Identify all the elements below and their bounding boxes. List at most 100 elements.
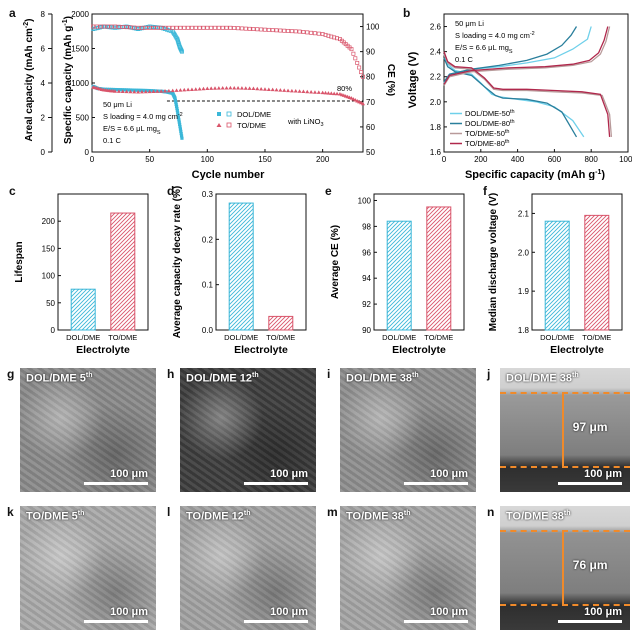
scale-bar (84, 482, 148, 485)
a-point-capacity-to (159, 89, 164, 93)
a-point-ce-to (301, 30, 306, 34)
a-point-ce-to (128, 25, 133, 30)
a-point-capacity-dol (138, 88, 142, 92)
a-point-capacity-dol (176, 113, 180, 117)
a-point-ce-to (359, 70, 364, 75)
sem-label-text: DOL/DME 38 (506, 372, 573, 385)
a-point-capacity-to (305, 89, 310, 94)
bar-ytick-label: 200 (42, 217, 56, 226)
b-xtick-label: 400 (511, 155, 525, 164)
panel-letter-c: c (9, 184, 16, 198)
b-conditions: 50 μm Li S loading = 4.0 mg cm-2 E/S = 6… (455, 19, 535, 64)
bar-plot-frame (373, 193, 465, 331)
sem-label: DOL/DME 38th (346, 372, 419, 385)
b-ytick-label: 2.0 (430, 98, 442, 107)
a-point-ce-to (228, 25, 233, 30)
a-point-ce-to (289, 29, 294, 34)
sem-label: TO/DME 12th (186, 510, 250, 523)
a-point-ce-to (178, 25, 183, 30)
a-ytick-specific-label: 500 (76, 114, 90, 123)
a-point-capacity-to (216, 86, 221, 90)
panel-letter-k: k (7, 505, 14, 519)
a-point-ce-to (349, 47, 354, 52)
a-point-ce-to (197, 25, 202, 30)
bar-ytick-label: 50 (46, 299, 55, 308)
a-point-ce-to (182, 25, 187, 30)
a-point-capacity-to (361, 101, 365, 106)
b-ytick-label: 2.6 (430, 23, 442, 32)
bar-ylabel: Lifespan (14, 241, 25, 282)
sem-label-sup: th (412, 372, 419, 379)
a-point-capacity-dol (177, 120, 181, 124)
a-point-capacity-to (289, 88, 294, 93)
a-xtick-label: 0 (90, 155, 95, 164)
a-point-ce-to (147, 25, 152, 30)
thickness-region (500, 392, 630, 468)
thickness-label: 97 μm (572, 420, 608, 434)
a-point-capacity-to (309, 89, 314, 94)
a-ytick-specific-label: 0 (85, 148, 90, 157)
a-point-capacity-dol (176, 115, 181, 120)
a-point-ce-to (259, 27, 264, 32)
sem-label-sup: th (572, 372, 579, 379)
sem-label: DOL/DME 38th (506, 372, 579, 385)
scale-bar-label: 100 μm (110, 606, 148, 618)
a-point-ce-to (98, 24, 103, 29)
a-point-capacity-to (329, 91, 334, 95)
chart-e: 90 92 94 96 98 100 DOL/DME TO/DME Electrolyte Ave… (330, 193, 465, 356)
panel-letter-l: l (167, 505, 171, 519)
a-point-capacity-dol (149, 89, 154, 93)
a-point-capacity-dol (130, 88, 134, 92)
a-point-capacity-dol (174, 104, 179, 109)
a-ytick-ce-label: 50 (366, 148, 375, 157)
bar-xlabel: Electrolyte (76, 344, 130, 356)
a-point-ce-to (94, 24, 99, 29)
scale-bar (404, 482, 468, 485)
sem-label-sup: th (403, 510, 411, 517)
bar-ytick-label: 0.3 (202, 190, 214, 199)
a-point-capacity-dol (178, 125, 182, 129)
a-point-capacity-to (186, 87, 191, 92)
a-point-capacity-to (282, 88, 287, 92)
sem-label-sup: th (252, 372, 259, 379)
a-point-ce-to (274, 28, 279, 33)
bar-category-label: TO/DME (424, 333, 453, 342)
a-point-ce-to (166, 25, 171, 30)
b-curve-charge (443, 26, 609, 85)
a-point-capacity-to (174, 88, 179, 92)
b-curve-charge (443, 26, 611, 86)
a-point-ce-to (163, 25, 167, 30)
a-point-capacity-to (316, 90, 321, 94)
a-point-capacity-to (170, 88, 175, 93)
b-cond-1: S loading = 4.0 mg cm-2 (455, 31, 535, 40)
a-point-ce-to (213, 25, 217, 30)
a-point-capacity-to (182, 87, 187, 92)
bar-xlabel: Electrolyte (550, 344, 604, 356)
bar-ytick-label: 98 (362, 222, 371, 231)
a-conditions: 50 μm Li S loading = 4.0 mg cm-2 E/S = 6… (103, 100, 183, 145)
chart-f: 1.8 1.9 2.0 2.1 DOL/DME TO/DME Electrolyte Medi… (488, 193, 623, 356)
a-point-ce-to (186, 25, 191, 30)
a-point-capacity-to (132, 89, 137, 94)
a-point-ce-to (243, 26, 248, 31)
bar-category-label: DOL/DME (540, 333, 574, 342)
b-ytick-label: 2.2 (430, 73, 442, 82)
a-point-capacity-to (189, 87, 194, 91)
a-point-capacity-dol (126, 88, 131, 92)
sem-image-m: TO/DME 38th 100 μm (340, 506, 476, 630)
a-point-ce-to (132, 25, 137, 30)
a-point-ce-to (120, 25, 125, 29)
bar-ytick-label: 100 (42, 272, 56, 281)
scale-bar (244, 482, 308, 485)
a-point-capacity-to (332, 91, 337, 96)
bar-dol (70, 288, 96, 331)
a-point-capacity-to (259, 86, 264, 91)
sem-image-i: DOL/DME 38th 100 μm (340, 368, 476, 492)
a-point-ce-to (205, 25, 210, 30)
a-point-capacity-to (247, 86, 252, 90)
a-point-capacity-to (293, 89, 298, 93)
bar-plot-frame (57, 193, 149, 331)
b-curve-discharge (443, 51, 611, 137)
thickness-marker (562, 530, 565, 604)
thickness-label: 76 μm (572, 558, 608, 572)
